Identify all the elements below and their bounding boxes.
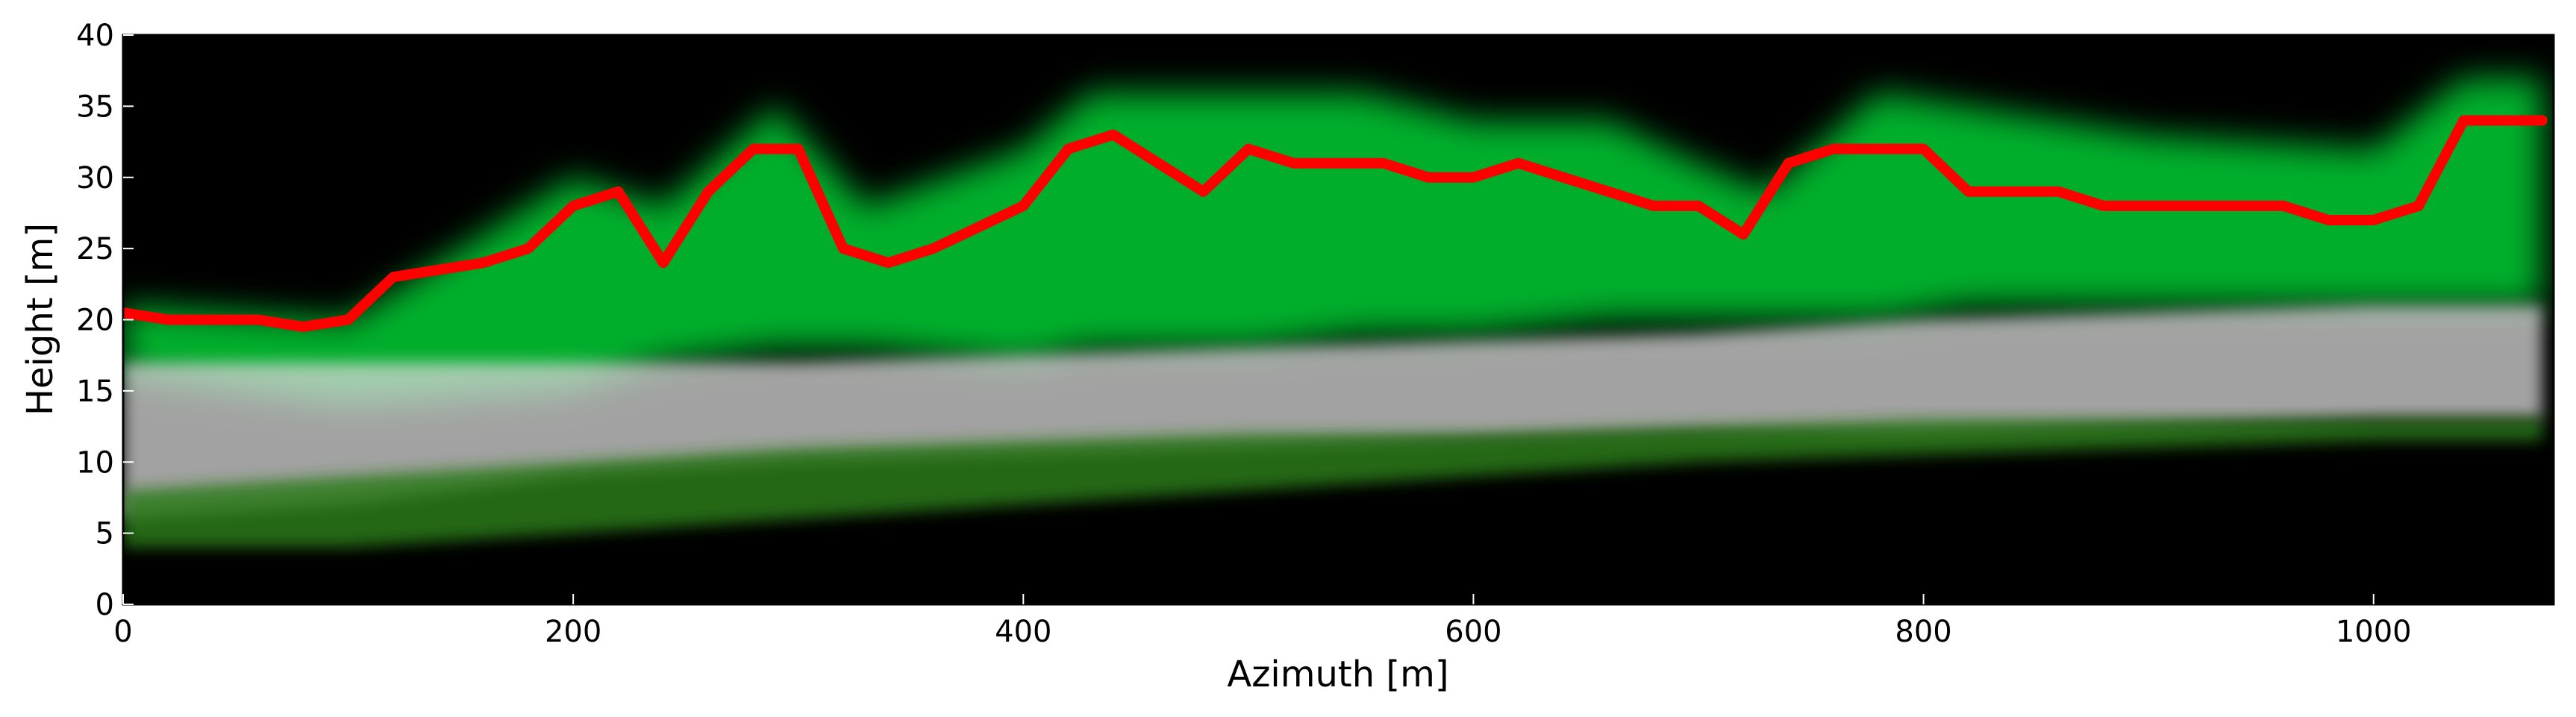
height-profile-layer [123,115,2548,332]
y-tick-label: 20 [76,304,114,338]
series-line-0 [123,115,2548,332]
x-tick-label: 1000 [2336,615,2412,649]
heatmap-band-understory [123,419,2542,548]
x-tick-label: 0 [113,615,132,649]
y-tick-label: 35 [76,90,114,124]
y-axis-label: Height [m] [19,223,61,416]
x-tick-label: 800 [1895,615,1951,649]
y-tick-label: 25 [76,232,114,266]
x-axis-label: Azimuth [m] [1227,654,1448,695]
y-tick-label: 10 [76,445,114,480]
x-tick-label: 600 [1445,615,1501,649]
x-tick-label: 200 [545,615,601,649]
y-tick-label: 40 [76,19,114,53]
x-axis: 0 200 400 600 800 1000 [113,594,2412,649]
y-axis: 0 5 10 15 20 25 30 35 40 [76,19,134,622]
y-tick-label: 0 [96,588,114,622]
y-tick-label: 15 [76,375,114,409]
y-tick-label: 30 [76,161,114,195]
x-tick-label: 400 [995,615,1051,649]
y-tick-label: 5 [96,517,114,551]
